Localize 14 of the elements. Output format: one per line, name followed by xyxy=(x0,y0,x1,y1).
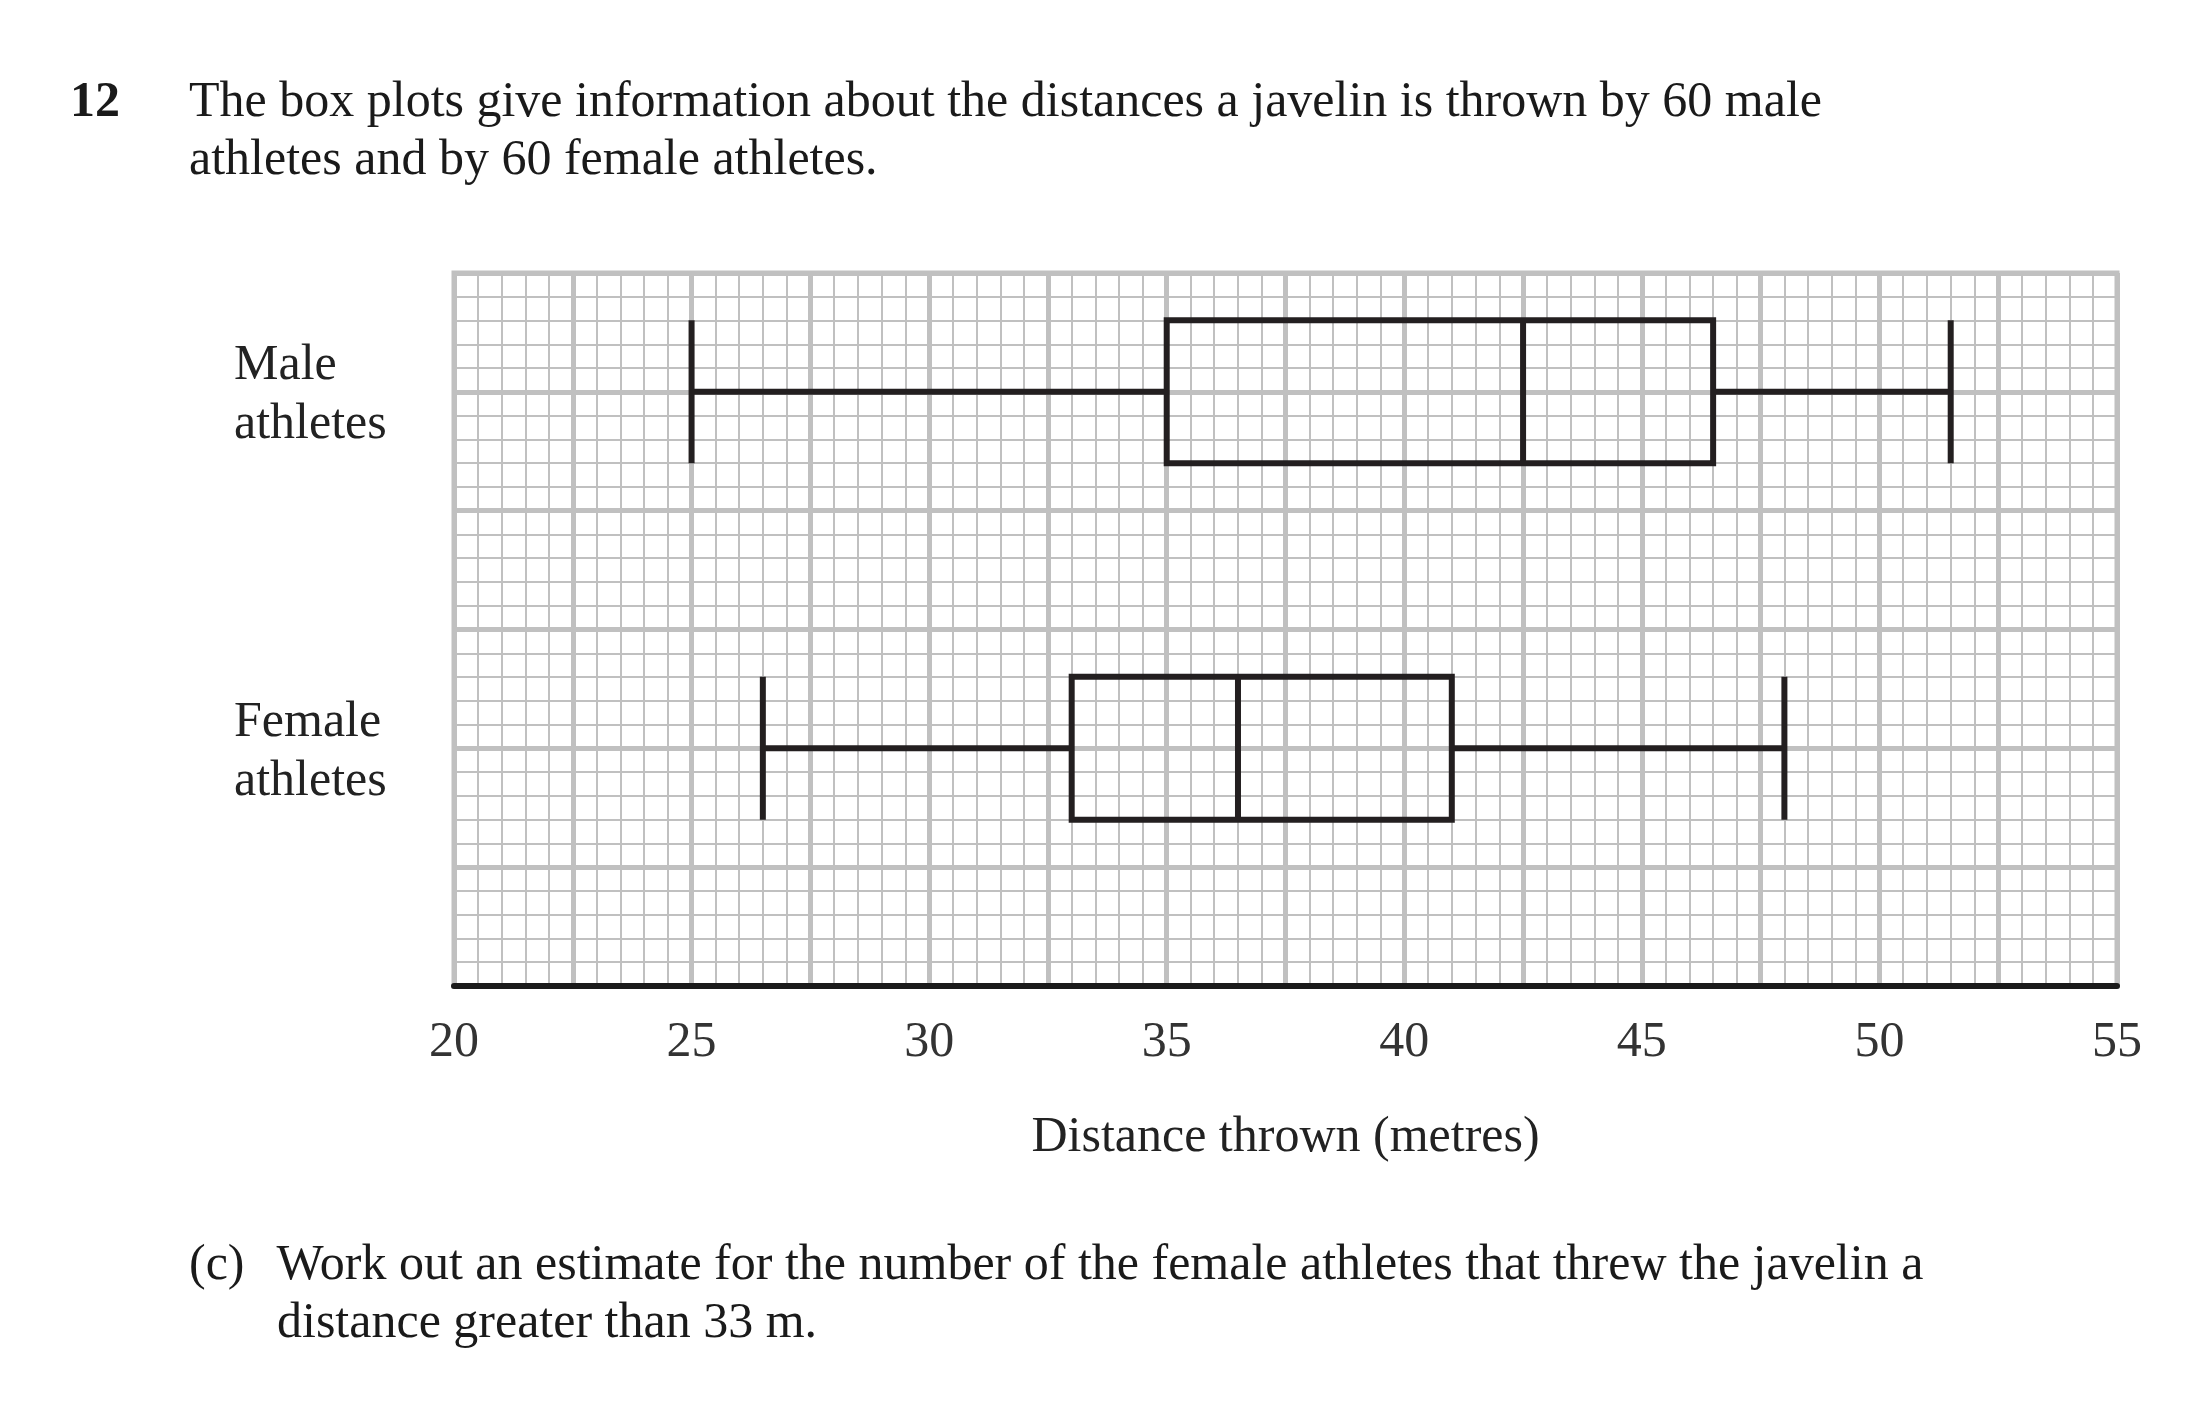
y-tick-label: Female athletes xyxy=(234,690,394,806)
x-tick-label: 25 xyxy=(666,1011,717,1067)
x-tick-label: 35 xyxy=(1141,1011,1192,1067)
x-axis-title: Distance thrown (metres) xyxy=(1031,1106,1540,1162)
chart-title: The box plots give information about the distances a javelin is thrown by 60 male athletes and by 60 female athletes. xyxy=(189,70,1823,186)
text: (c) Work out an estimate for the number of the female athletes that threw the javelin a distance greater than 33 m. xyxy=(189,1233,1925,1349)
x-tick-label: 50 xyxy=(1854,1011,1905,1067)
x-tick-label: 20 xyxy=(429,1011,479,1067)
text: 12 xyxy=(70,70,121,128)
x-tick-label: 30 xyxy=(904,1011,955,1067)
x-tick-label: 40 xyxy=(1379,1011,1430,1067)
x-tick-label: 55 xyxy=(2092,1011,2142,1067)
x-tick-label: 45 xyxy=(1616,1011,1667,1067)
y-tick-label: Male athletes xyxy=(234,334,387,450)
